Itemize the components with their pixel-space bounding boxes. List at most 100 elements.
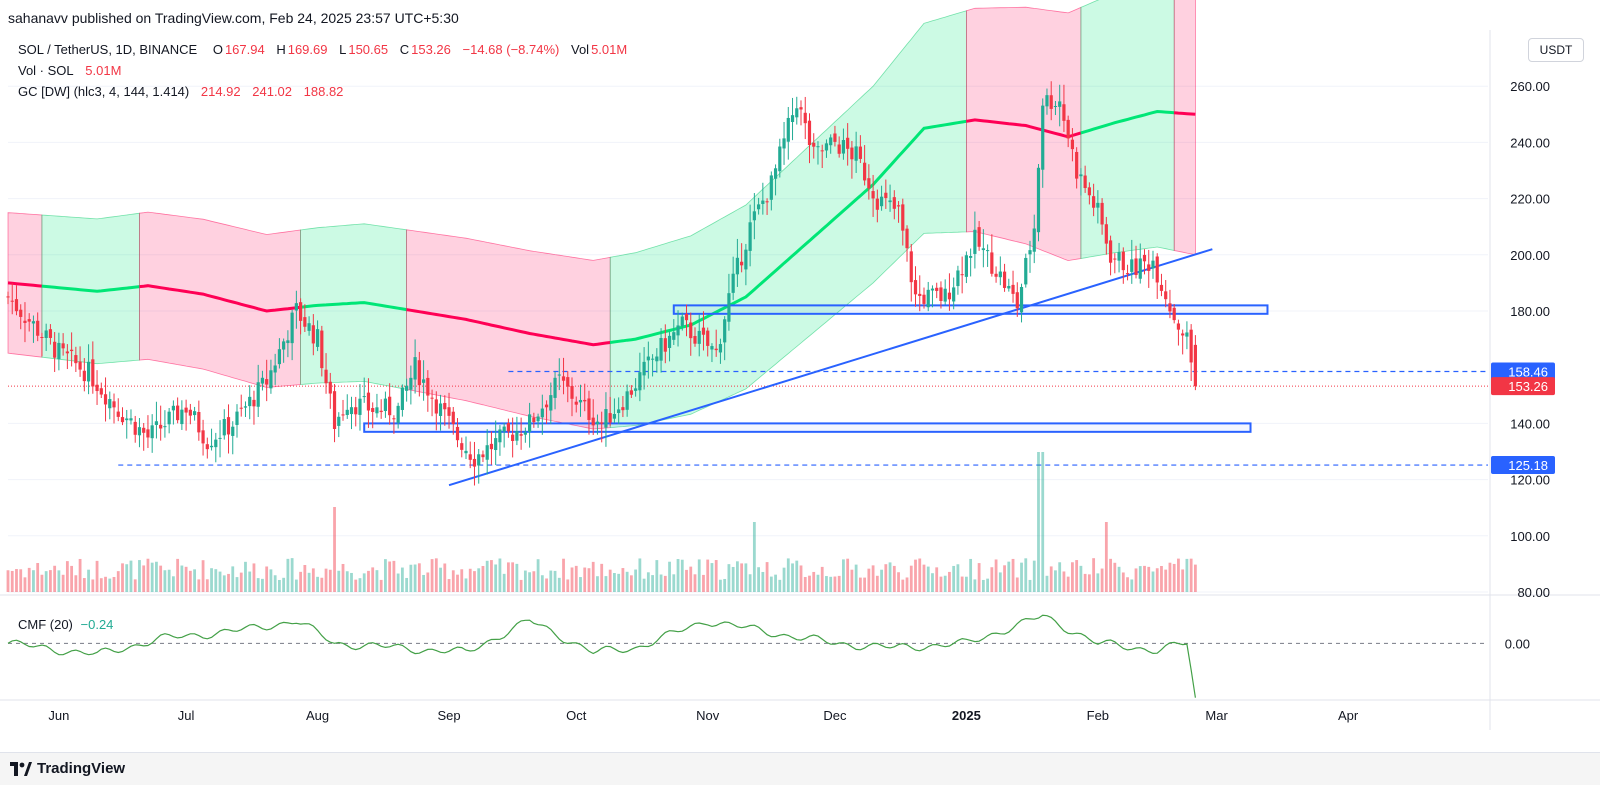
- candle-body: [371, 408, 375, 412]
- volume-bar: [1164, 569, 1168, 592]
- candle-body: [294, 303, 298, 311]
- candle-body: [142, 427, 146, 433]
- candle-body: [854, 146, 858, 161]
- candle-body: [659, 337, 663, 361]
- volume-bar: [752, 522, 756, 592]
- candle-body: [981, 248, 985, 251]
- candle-body: [994, 273, 998, 277]
- volume-bar: [549, 570, 553, 592]
- volume-bar: [1011, 558, 1015, 592]
- candle-body: [723, 319, 727, 343]
- volume-bar: [468, 568, 472, 592]
- volume-bar: [248, 571, 252, 592]
- currency-button[interactable]: USDT: [1528, 38, 1584, 62]
- price-tag-label: 153.26: [1508, 379, 1548, 394]
- volume-bar: [256, 578, 260, 592]
- volume-bar: [1134, 568, 1138, 592]
- candle-body: [1036, 167, 1041, 233]
- tradingview-logo[interactable]: TradingView: [10, 760, 125, 777]
- candle-body: [790, 115, 795, 123]
- candle-body: [239, 407, 243, 409]
- volume-bar: [150, 562, 154, 592]
- price-tag-label: 158.46: [1508, 365, 1548, 380]
- volume-bar: [875, 575, 879, 592]
- gc-mid-green: [300, 301, 407, 312]
- volume-bar: [210, 568, 213, 592]
- volume-bar: [413, 564, 417, 592]
- volume-bar: [180, 565, 184, 592]
- candle-body: [735, 257, 739, 275]
- ohlc-legend: SOL / TetherUS, 1D, BINANCE O 167.94 H 169…: [18, 42, 635, 57]
- volume-bar: [1054, 570, 1057, 592]
- volume-bar: [409, 564, 413, 592]
- candle-body: [1053, 106, 1058, 108]
- volume-bar: [316, 576, 319, 592]
- volume-bar: [1160, 566, 1163, 592]
- gc-mid-red: [7, 281, 43, 288]
- publisher-header: sahanavv published on TradingView.com, F…: [0, 0, 1600, 38]
- volume-bar: [396, 573, 400, 592]
- candle-body: [667, 335, 672, 348]
- candle-body: [184, 407, 188, 413]
- volume-bar: [858, 577, 862, 592]
- candle-body: [455, 426, 460, 441]
- volume-bar: [1079, 565, 1083, 592]
- volume-bar: [786, 558, 790, 592]
- candle-body: [710, 346, 714, 350]
- candle-body: [180, 409, 184, 425]
- candle-body: [896, 205, 901, 207]
- volume-bar: [973, 579, 977, 592]
- volume-bar: [1185, 558, 1189, 592]
- candle-body: [583, 399, 587, 402]
- volume-bar: [914, 559, 917, 592]
- volume-bar: [70, 565, 74, 592]
- candle-body: [375, 407, 379, 414]
- candle-body: [1066, 119, 1070, 139]
- candle-body: [167, 411, 171, 425]
- volume-bar: [888, 562, 892, 592]
- candle-body: [498, 429, 502, 443]
- candle-body: [260, 377, 265, 384]
- cmf-label: CMF (20): [18, 617, 73, 632]
- volume-bar: [1015, 577, 1019, 592]
- volume-bar: [205, 579, 209, 592]
- volume-bar: [176, 558, 180, 592]
- volume-bar: [481, 565, 485, 592]
- candle-body: [612, 414, 617, 419]
- volume-bar: [795, 560, 799, 592]
- volume-bar: [812, 571, 816, 592]
- volume-bar: [197, 579, 201, 592]
- volume-bar: [850, 569, 854, 592]
- candle-body: [91, 359, 95, 387]
- time-axis-label: Aug: [306, 708, 329, 723]
- candle-body: [1176, 323, 1181, 330]
- close-value: 153.26: [411, 42, 451, 57]
- candle-body: [549, 395, 553, 411]
- candle-body: [557, 374, 561, 376]
- gc-mid-green: [41, 284, 140, 293]
- volume-bar: [638, 558, 642, 592]
- candle-body: [494, 438, 498, 451]
- volume-bar: [78, 558, 82, 592]
- candle-body: [960, 274, 964, 276]
- candle-body: [1100, 202, 1104, 225]
- volume-bar: [1024, 558, 1028, 592]
- volume-bar: [91, 579, 95, 592]
- price-axis-label: 120.00: [1510, 473, 1550, 488]
- volume-bar: [977, 563, 981, 592]
- candle-body: [519, 434, 523, 436]
- volume-bar: [1109, 558, 1112, 592]
- candle-body: [201, 430, 205, 444]
- candle-body: [112, 401, 116, 408]
- volume-bar: [10, 570, 14, 592]
- candle-body: [57, 342, 61, 360]
- volume-bar: [328, 569, 332, 592]
- volume-bar: [892, 565, 896, 592]
- volume-bar: [693, 574, 697, 592]
- volume-bar: [333, 507, 336, 592]
- price-chart[interactable]: 260.00 240.00 220.00 200.00 180.00 140.00 120.…: [0, 0, 1600, 752]
- candle-body: [1113, 258, 1117, 260]
- candle-body: [269, 370, 273, 389]
- volume-bar: [833, 576, 837, 592]
- volume-bar: [434, 558, 438, 592]
